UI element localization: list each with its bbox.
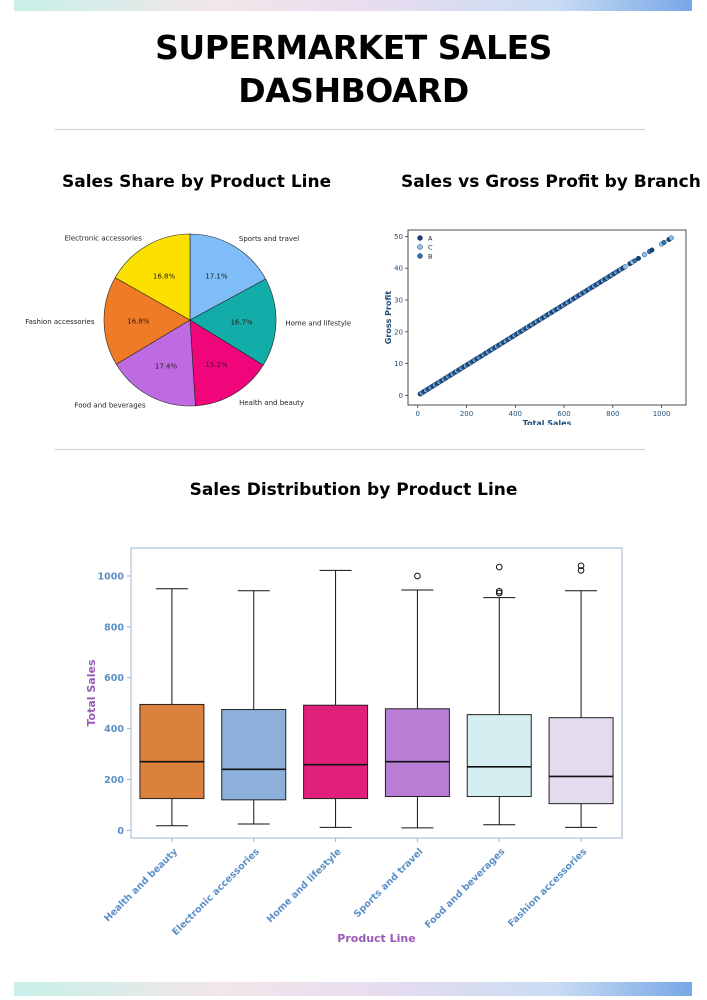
scatter-point	[668, 235, 674, 241]
pie-label-fashion-accessories: Fashion accessories	[25, 318, 95, 326]
pie-slice-fashion-accessories	[103, 277, 191, 365]
scatter-point	[635, 255, 642, 261]
box-y-axis-label: Total Sales	[85, 659, 98, 726]
pie-label-food-and-beverages: Food and beverages	[74, 402, 146, 410]
scatter-legend-label-c: C	[428, 244, 433, 252]
scatter-legend-marker-c	[417, 244, 423, 250]
pie-slice-sports-and-travel	[189, 233, 267, 321]
box-y-tick-label: 0	[117, 826, 124, 837]
box-health-and-beauty	[139, 703, 205, 800]
box-y-tick-label: 800	[104, 622, 124, 633]
box-x-tick-label-health-and-beauty: Health and beauty	[102, 846, 180, 924]
box-y-tick-label: 600	[104, 673, 124, 684]
box-sports-and-travel	[384, 708, 450, 798]
box-chart: 0 200 400 600 800 1000 Health and beautyElectr…	[85, 547, 623, 945]
pie-slice-food-and-beverages	[115, 319, 196, 407]
scatter-x-tick-label: 1000	[653, 410, 671, 418]
scatter-x-axis-label: Total Sales	[523, 419, 572, 425]
pie-pct-label-home-and-lifestyle: 16.7%	[230, 319, 253, 327]
scatter-y-tick-label: 0	[399, 392, 403, 400]
scatter-x-tick-label: 400	[509, 410, 522, 418]
pie-pct-label-fashion-accessories: 16.8%	[127, 318, 150, 326]
scatter-legend-label-b: B	[428, 253, 432, 261]
box-home-and-lifestyle	[303, 704, 369, 800]
pie-label-health-and-beauty: Health and beauty	[239, 399, 304, 407]
box-x-tick-label-food-and-beverages: Food and beverages	[423, 846, 508, 931]
scatter-point	[632, 258, 638, 264]
box-outlier-sports-and-travel	[414, 572, 421, 580]
scatter-point	[649, 247, 655, 253]
scatter-x-tick-label: 600	[557, 410, 570, 418]
pie-chart-title: Sales Share by Product Line	[62, 172, 332, 192]
divider-middle	[55, 449, 645, 450]
pie-chart: 17.1% Sports and travel 16.7% Home and life…	[25, 233, 351, 410]
scatter-point	[641, 252, 648, 258]
box-x-tick-label-electronic-accessories: Electronic accessories	[170, 846, 262, 938]
pie-pct-label-health-and-beauty: 15.2%	[205, 361, 228, 369]
pie-pct-label-food-and-beverages: 17.4%	[155, 363, 178, 371]
box-y-tick-label: 200	[104, 775, 124, 786]
box-electronic-accessories	[221, 709, 287, 801]
box-outlier-fashion-accessories	[577, 567, 585, 574]
box-fashion-accessories	[548, 717, 614, 805]
box-x-tick-label-home-and-lifestyle: Home and lifestyle	[265, 846, 344, 925]
scatter-point	[622, 264, 628, 270]
pie-pct-label-sports-and-travel: 17.1%	[205, 273, 228, 281]
box-outlier-food-and-beverages	[495, 587, 503, 595]
pie-label-sports-and-travel: Sports and travel	[239, 235, 299, 243]
box-plot-frame	[130, 547, 623, 839]
bottom-gradient-bar	[14, 982, 692, 996]
box-outlier-food-and-beverages	[495, 589, 503, 597]
pie-pct-label-electronic-accessories: 16.8%	[153, 272, 176, 280]
scatter-y-axis-label: Gross Profit	[384, 291, 393, 345]
scatter-legend-marker-b	[417, 253, 423, 259]
box-outlier-food-and-beverages	[495, 563, 503, 571]
scatter-plot-frame	[407, 229, 687, 406]
scatter-y-tick-label: 50	[394, 233, 403, 241]
box-chart-title: Sales Distribution by Product Line	[189, 480, 518, 500]
box-x-tick-label-fashion-accessories: Fashion accessories	[506, 846, 589, 929]
scatter-y-tick-label: 10	[394, 360, 403, 368]
top-gradient-bar	[14, 0, 692, 11]
scatter-legend-label-a: A	[428, 235, 433, 243]
divider-top	[55, 129, 645, 130]
page-title: SUPERMARKET SALES DASHBOARD	[0, 26, 707, 112]
scatter-y-tick-label: 20	[394, 328, 403, 336]
scatter-y-tick-label: 30	[394, 297, 403, 305]
scatter-x-tick-label: 800	[606, 410, 619, 418]
pie-slice-health-and-beauty	[189, 319, 264, 407]
box-y-tick-label: 1000	[98, 571, 125, 582]
box-x-axis-label: Product Line	[337, 932, 415, 945]
scatter-x-tick-label: 200	[460, 410, 473, 418]
scatter-legend-marker-a	[417, 235, 423, 241]
pie-label-electronic-accessories: Electronic accessories	[65, 235, 143, 243]
page-title-line1: SUPERMARKET SALES	[155, 28, 552, 67]
pie-label-home-and-lifestyle: Home and lifestyle	[285, 320, 351, 328]
scatter-chart: 0 200 400 600 800 1000 0 10 20 30 40 50 Total Sales G…	[384, 229, 687, 425]
box-food-and-beverages	[466, 714, 532, 798]
pie-slice-home-and-lifestyle	[189, 278, 277, 366]
scatter-chart-title: Sales vs Gross Profit by Branch	[401, 172, 701, 192]
box-x-tick-label-sports-and-travel: Sports and travel	[352, 846, 426, 920]
box-outlier-fashion-accessories	[577, 562, 585, 570]
scatter-point	[661, 239, 667, 246]
box-y-tick-label: 400	[104, 724, 124, 735]
scatter-x-tick-label: 0	[416, 410, 420, 418]
scatter-y-tick-label: 40	[394, 265, 403, 273]
pie-slice-electronic-accessories	[114, 233, 191, 321]
page-title-line2: DASHBOARD	[238, 71, 469, 110]
